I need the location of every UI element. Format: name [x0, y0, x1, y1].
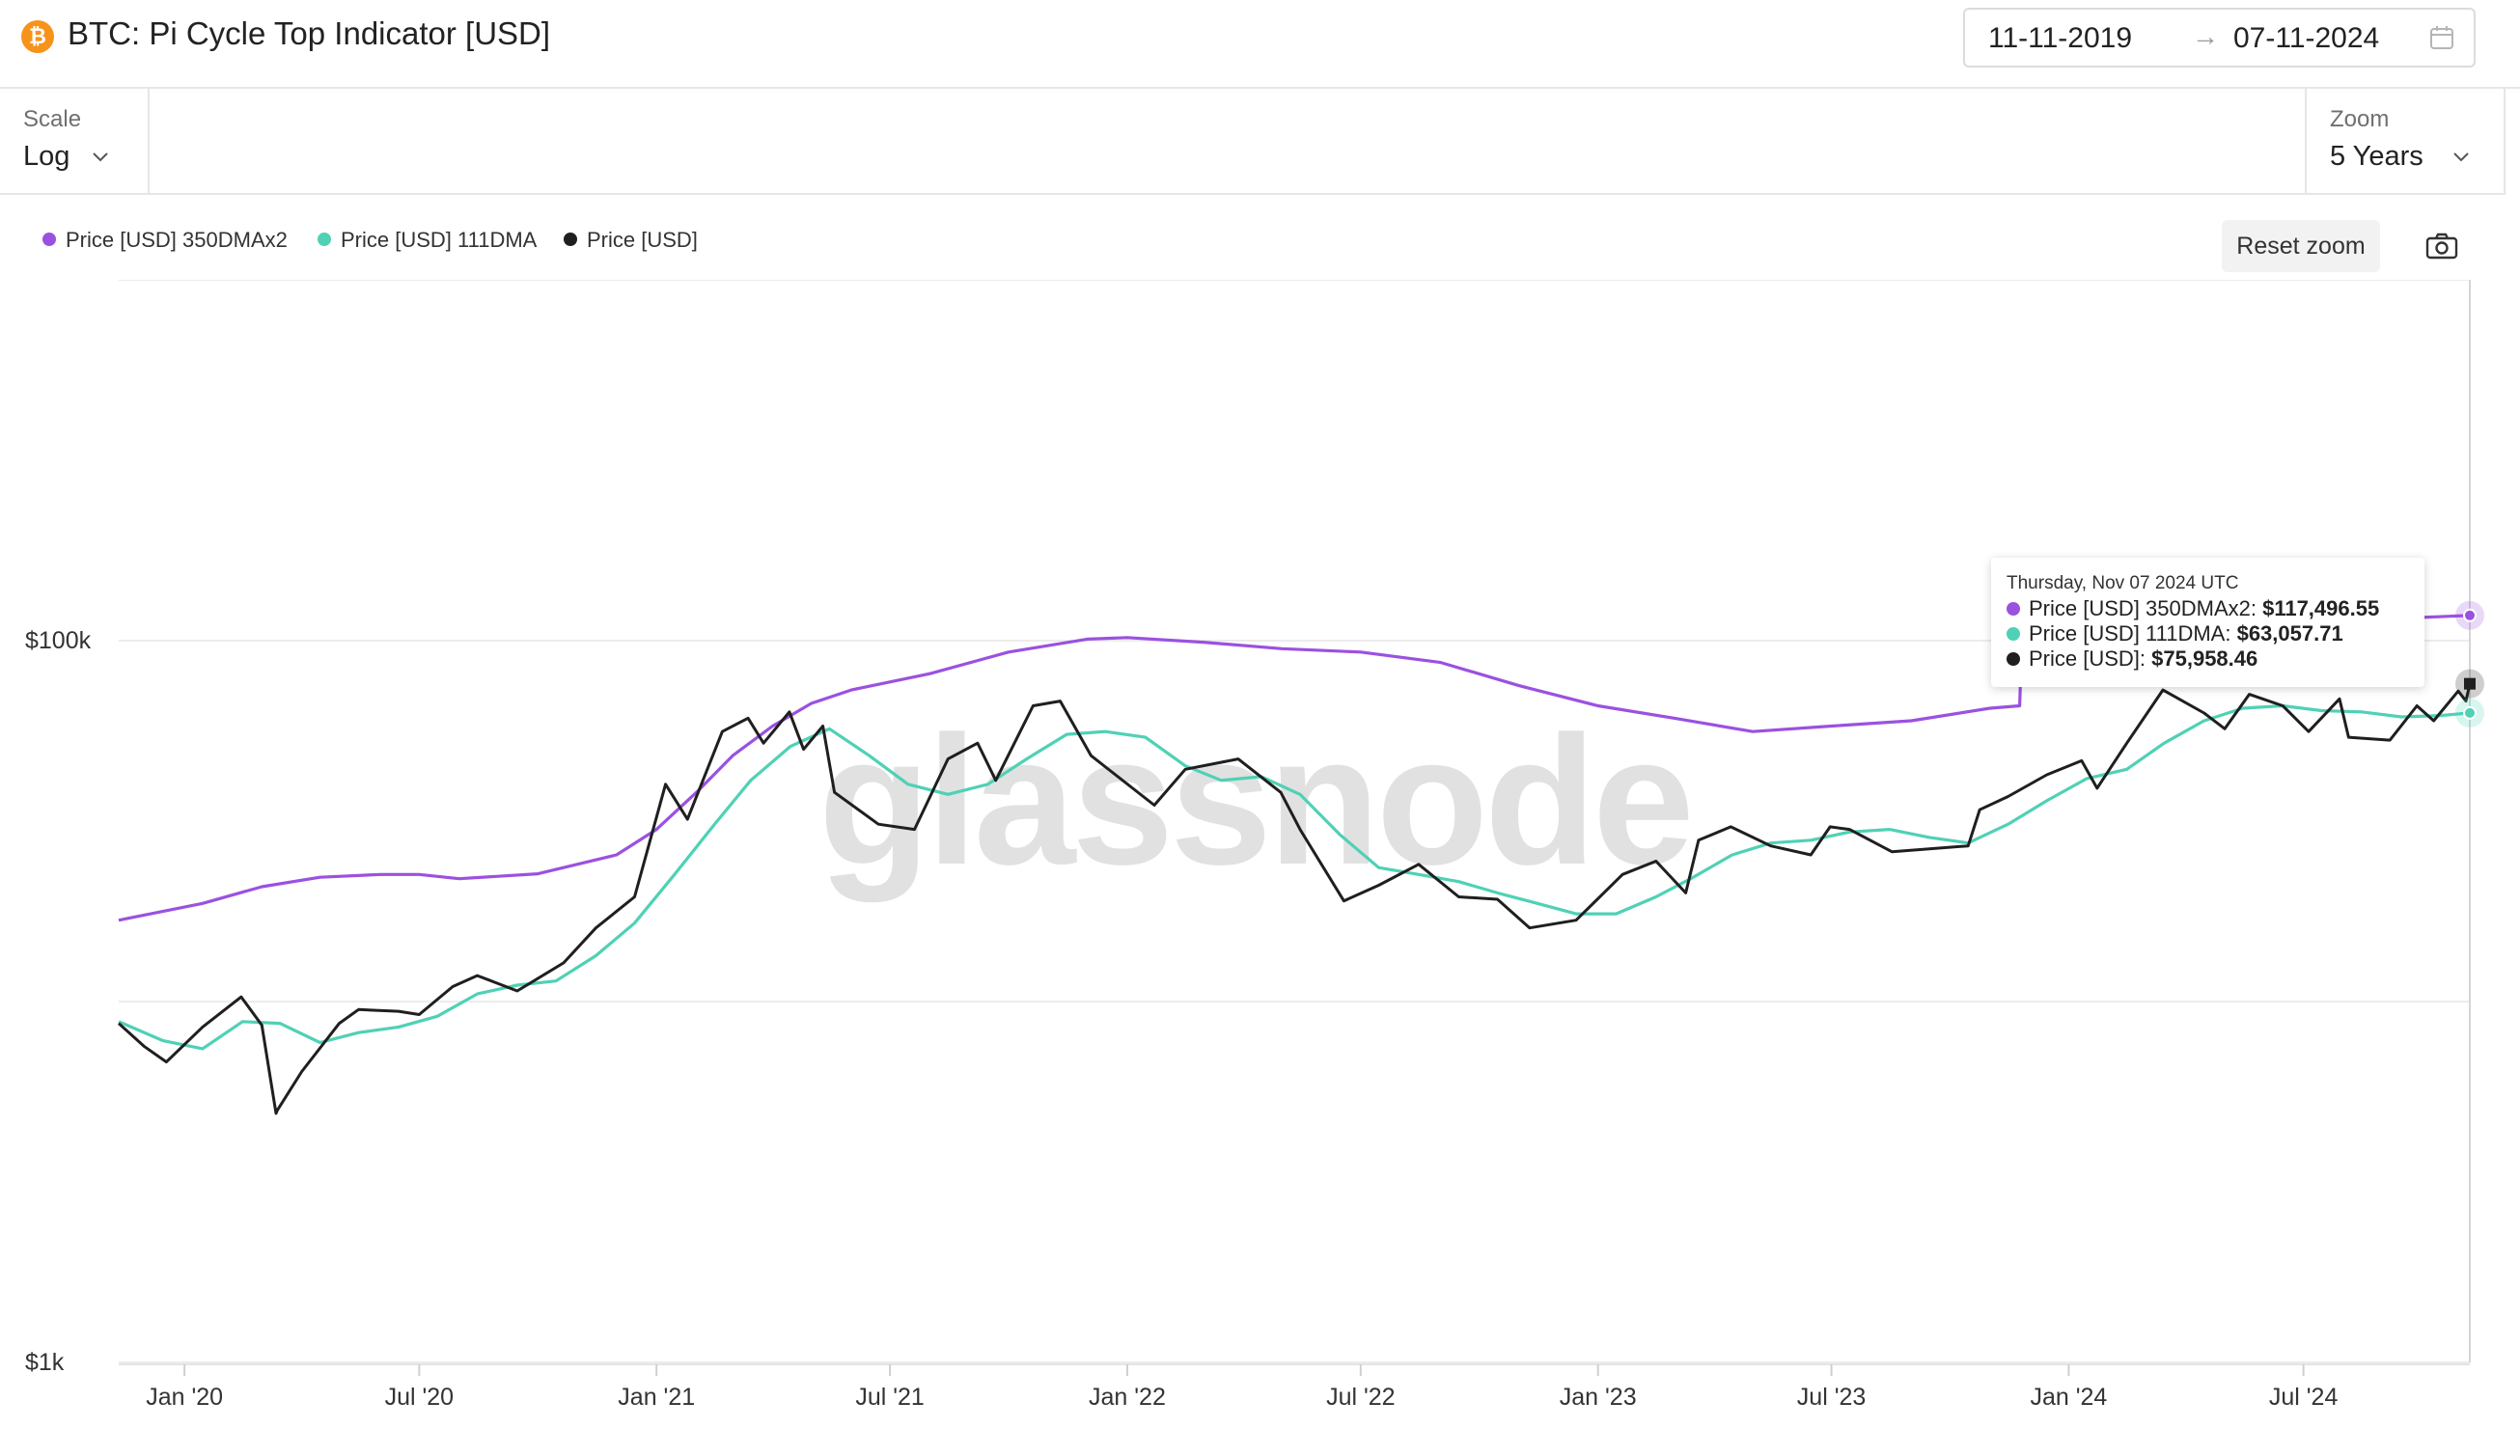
- reset-zoom-button[interactable]: Reset zoom: [2222, 220, 2380, 272]
- legend-dot-111dma: [318, 233, 331, 246]
- y-tick-label: $100k: [25, 627, 92, 654]
- zoom-value[interactable]: 5 Years: [2330, 141, 2423, 172]
- tooltip-dot: [2007, 652, 2020, 666]
- x-tick-label: Jul '22: [1326, 1384, 1395, 1411]
- chevron-down-icon[interactable]: [91, 151, 110, 164]
- page-header: ₿ BTC: Pi Cycle Top Indicator [USD] 11-1…: [0, 0, 2520, 89]
- y-axis: $100k $1k: [25, 627, 92, 1376]
- legend-label: Price [USD] 111DMA: [341, 228, 538, 252]
- tooltip-value: $117,496.55: [2262, 596, 2380, 620]
- date-end-input[interactable]: 07-11-2024: [2233, 22, 2380, 54]
- legend-label: Price [USD] 350DMAx2: [66, 228, 288, 252]
- chart-grid: [119, 280, 2471, 1365]
- hover-marker: [2464, 677, 2476, 690]
- chart-toolbar: Scale Log Zoom 5 Years: [0, 89, 2506, 195]
- x-tick-label: Jul '20: [385, 1384, 454, 1411]
- zoom-label: Zoom: [2330, 106, 2390, 132]
- tooltip-dot: [2007, 602, 2020, 616]
- page-title: BTC: Pi Cycle Top Indicator [USD]: [68, 15, 551, 51]
- x-tick-label: Jan '20: [146, 1384, 223, 1411]
- tooltip-row-price: Price [USD]: $75,958.46: [2007, 646, 2257, 672]
- tooltip-label: Price [USD]:: [2029, 646, 2152, 671]
- tooltip-row-350dmax2: Price [USD] 350DMAx2: $117,496.55: [2007, 596, 2379, 621]
- series-line-2: [117, 683, 2472, 1115]
- hover-marker: [2463, 608, 2477, 622]
- tooltip-row-111dma: Price [USD] 111DMA: $63,057.71: [2007, 621, 2343, 646]
- x-tick-label: Jul '21: [855, 1384, 924, 1411]
- x-tick-label: Jul '24: [2269, 1384, 2339, 1411]
- x-tick-label: Jan '21: [618, 1384, 695, 1411]
- legend-dot-350dmax2: [42, 233, 56, 246]
- tooltip-label: Price [USD] 111DMA:: [2029, 621, 2237, 646]
- tooltip-date: Thursday, Nov 07 2024 UTC: [2007, 573, 2239, 593]
- x-tick-label: Jan '23: [1560, 1384, 1637, 1411]
- camera-icon[interactable]: [2423, 230, 2461, 262]
- date-start-input[interactable]: 11-11-2019: [1988, 22, 2133, 54]
- hover-markers: [2455, 600, 2484, 728]
- glassnode-watermark: glassnode: [818, 699, 1691, 903]
- tooltip-dot: [2007, 627, 2020, 641]
- date-range-picker[interactable]: 11-11-2019 → 07-11-2024: [1963, 8, 2476, 68]
- zoom-select[interactable]: Zoom 5 Years: [2305, 89, 2504, 195]
- y-tick-label: $1k: [25, 1349, 65, 1376]
- x-tick-label: Jan '24: [2031, 1384, 2108, 1411]
- arrow-right-icon: →: [2192, 21, 2219, 51]
- legend-label: Price [USD]: [587, 228, 698, 252]
- x-tick-label: Jul '23: [1797, 1384, 1866, 1411]
- x-tick-label: Jan '22: [1089, 1384, 1166, 1411]
- hover-marker: [2463, 705, 2477, 720]
- tooltip-label: Price [USD] 350DMAx2:: [2029, 596, 2263, 620]
- chart-tooltip: Thursday, Nov 07 2024 UTC Price [USD] 35…: [1991, 558, 2424, 687]
- chevron-down-icon[interactable]: [2451, 151, 2471, 164]
- calendar-icon[interactable]: [2429, 25, 2454, 50]
- series-line-1: [118, 703, 2471, 1051]
- x-axis: Jan '20 Jul '20 Jan '21 Jul '21 Jan '22 Jul '…: [146, 1364, 2338, 1411]
- scale-select[interactable]: Scale Log: [0, 89, 150, 195]
- scale-label: Scale: [23, 106, 82, 132]
- tooltip-value: $75,958.46: [2151, 646, 2258, 671]
- price-chart[interactable]: glassnode $100k $1k Jan '20 Jul '20 Jan '21…: [0, 280, 2520, 1456]
- legend-dot-price: [564, 233, 577, 246]
- scale-value[interactable]: Log: [23, 141, 70, 172]
- tooltip-value: $63,057.71: [2236, 621, 2343, 646]
- bitcoin-icon: ₿: [21, 20, 54, 53]
